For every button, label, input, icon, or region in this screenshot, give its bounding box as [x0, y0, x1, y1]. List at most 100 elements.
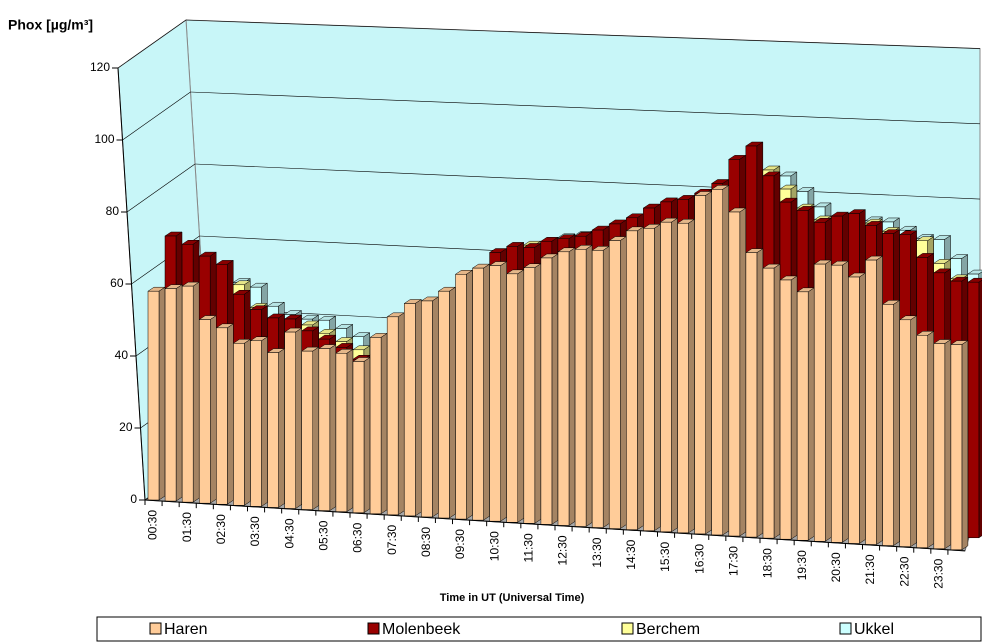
bar [830, 260, 850, 543]
bar-side [227, 323, 234, 505]
x-tick-label: 03:30 [248, 516, 262, 546]
legend-label: Ukkel [854, 621, 894, 638]
bar [915, 330, 935, 549]
bar-front [267, 352, 279, 508]
bar [693, 191, 713, 535]
bar-side [927, 330, 934, 549]
bar-side [158, 286, 166, 501]
x-axis-label: Time in UT (Universal Time) [440, 592, 585, 604]
bar-side [671, 217, 678, 533]
legend [96, 616, 982, 642]
y-tick-label: 40 [115, 348, 129, 362]
bar-front [660, 221, 672, 533]
bar-front [882, 304, 894, 546]
bar [881, 299, 901, 547]
bar-front [404, 303, 416, 517]
legend-swatch [839, 622, 852, 635]
bar [967, 277, 982, 539]
bar [796, 287, 815, 541]
bar-front [540, 257, 553, 525]
bar-front [762, 267, 775, 539]
bar-front [899, 319, 911, 547]
bar-front [181, 285, 194, 503]
grid-line-side [122, 91, 191, 141]
bar-side [244, 338, 251, 506]
bar-side [261, 336, 268, 507]
bar-front [369, 337, 382, 515]
bar [266, 348, 286, 508]
bar-front [796, 291, 809, 541]
bar-side [295, 327, 302, 509]
bar-front [421, 300, 433, 518]
x-tick-label: 10:30 [487, 531, 501, 561]
bar [403, 299, 423, 517]
grid-line-back [190, 91, 981, 125]
bar-front [489, 265, 501, 522]
bar-side [859, 272, 866, 544]
bar-front [301, 350, 313, 510]
bar-side [961, 340, 969, 551]
bar [591, 245, 610, 529]
bar-front [233, 343, 245, 506]
bar [779, 275, 798, 540]
grid-line-back [185, 19, 981, 49]
bar-front [865, 259, 877, 545]
bar-front [250, 340, 262, 507]
x-tick-label: 15:30 [658, 541, 672, 571]
bar-front [199, 319, 211, 504]
x-tick-label: 09:30 [453, 529, 467, 559]
bar-front [814, 263, 826, 542]
bar-front [523, 267, 536, 524]
bar-side [842, 260, 849, 543]
bar-side [192, 281, 200, 503]
bar [745, 248, 764, 538]
bar-side [500, 261, 507, 522]
bar-side [910, 315, 917, 548]
bar [505, 269, 525, 523]
y-tick-label: 20 [119, 420, 133, 434]
bar-front [609, 240, 621, 529]
x-tick-label: 16:30 [692, 544, 706, 574]
bar-side [551, 253, 559, 525]
bar-front [591, 250, 604, 528]
bar [864, 255, 884, 545]
bar-side [380, 332, 388, 515]
x-tick-label: 08:30 [419, 527, 433, 557]
bar-side [756, 248, 764, 538]
bar [933, 339, 952, 550]
x-tick-label: 17:30 [727, 546, 741, 576]
bar-side [790, 275, 798, 540]
bar-side [329, 344, 337, 512]
bar-front [557, 251, 570, 526]
bar [659, 217, 679, 533]
y-tick-label: 120 [90, 60, 110, 74]
bar-side [654, 223, 661, 532]
bar [437, 286, 457, 519]
bar [454, 269, 474, 520]
bar [523, 263, 542, 524]
legend-swatch [149, 622, 162, 635]
legend-swatch [621, 622, 634, 635]
x-axis [144, 499, 966, 552]
bar-side [466, 269, 473, 520]
bar-front [352, 361, 365, 513]
bar [181, 281, 200, 503]
bar-side [602, 245, 610, 529]
x-tick-label: 02:30 [214, 514, 228, 544]
bar [164, 284, 183, 502]
legend-swatch [367, 622, 380, 635]
bar [488, 261, 508, 522]
bar [608, 236, 628, 530]
bar-front [933, 343, 946, 549]
grid-line-side [126, 163, 196, 213]
bar-front [677, 222, 689, 534]
bar-side [175, 284, 183, 502]
bar-side [415, 299, 422, 517]
legend-label: Berchem [636, 621, 700, 638]
bar-front [574, 249, 587, 527]
bar [147, 286, 166, 501]
x-tick-label: 06:30 [351, 522, 365, 552]
bar-side [517, 269, 524, 523]
